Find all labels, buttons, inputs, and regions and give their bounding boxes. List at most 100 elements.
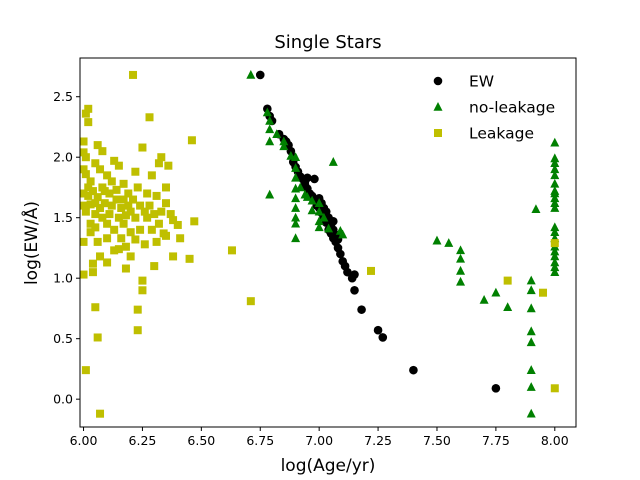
no-leakage-point: [479, 294, 489, 304]
leakage-point: [100, 187, 109, 196]
leakage-point: [185, 254, 194, 263]
leakage-point: [103, 171, 112, 180]
ew-point: [343, 267, 352, 277]
no-leakage-point: [314, 198, 324, 207]
leakage-point: [136, 201, 145, 210]
leakage-point: [112, 195, 121, 204]
leakage-point: [136, 225, 145, 234]
leakage-point: [121, 264, 130, 273]
x-tick-label: 7.00: [305, 433, 333, 448]
x-tick-label: 6.75: [246, 433, 274, 448]
ew-point: [373, 325, 383, 335]
no-leakage-point: [456, 253, 466, 263]
legend-marker-no-leakage: [433, 102, 443, 111]
leakage-point: [152, 237, 161, 246]
leakage-point: [79, 270, 88, 279]
leakage-point: [86, 219, 95, 228]
legend: EW no-leakage Leakage: [433, 73, 555, 143]
no-leakage-point: [295, 182, 305, 192]
ew-point: [350, 270, 359, 279]
x-tick-label: 6.50: [187, 433, 215, 448]
leakage-point: [147, 225, 156, 234]
leakage-point: [100, 199, 109, 208]
y-axis-ticks: 0.0 0.5 1.0 1.5 2.0 2.5: [53, 89, 80, 407]
leakage-point: [93, 237, 102, 246]
leakage-point: [114, 161, 123, 170]
leakage-point: [143, 213, 152, 222]
leakage-point: [129, 195, 138, 204]
ew-point: [310, 174, 319, 184]
plot-area: [80, 58, 576, 427]
no-leakage-point: [307, 195, 317, 205]
ew-point: [255, 70, 265, 80]
no-leakage-point: [291, 163, 301, 172]
leakage-point: [91, 303, 100, 312]
leakage-point: [131, 213, 140, 222]
legend-label-ew: EW: [469, 73, 494, 91]
leakage-point: [79, 137, 88, 146]
no-leakage-point: [279, 136, 289, 146]
leakage-point: [88, 268, 97, 277]
leakage-point: [126, 252, 135, 261]
no-leakage-point: [324, 223, 334, 233]
leakage-point: [133, 305, 142, 314]
no-leakage-point: [265, 124, 275, 134]
no-leakage-point: [291, 152, 301, 162]
no-leakage-point: [279, 141, 289, 151]
no-leakage-point: [550, 227, 560, 237]
leakage-point: [187, 136, 196, 145]
no-leakage-point: [526, 365, 536, 374]
no-leakage-point: [265, 115, 275, 125]
leakage-point: [88, 187, 97, 196]
x-tick-label: 6.00: [70, 433, 98, 448]
leakage-point: [157, 153, 166, 162]
leakage-point: [367, 266, 376, 275]
leakage-point: [138, 143, 147, 152]
ew-point: [336, 249, 345, 259]
no-leakage-point: [291, 203, 301, 212]
leakage-point: [162, 231, 171, 240]
leakage-point: [91, 210, 100, 219]
leakage-point: [86, 200, 95, 209]
leakage-point: [107, 201, 116, 210]
leakage-point: [81, 366, 90, 375]
no-leakage-point: [526, 408, 536, 418]
leakage-point: [138, 286, 147, 295]
ew-point: [350, 285, 359, 295]
leakage-point: [96, 409, 105, 418]
leakage-point: [79, 189, 88, 198]
no-leakage-point: [526, 303, 536, 313]
leakage-point: [79, 165, 88, 174]
leakage-point: [96, 204, 105, 213]
leakage-point: [126, 207, 135, 216]
data-points: [79, 69, 560, 418]
no-leakage-point: [550, 170, 560, 180]
leakage-point: [84, 104, 93, 113]
y-tick-label: 1.5: [53, 210, 73, 225]
leakage-point: [84, 183, 93, 192]
y-axis-label: log(EW/Å): [20, 201, 42, 285]
ew-point: [303, 173, 312, 183]
leakage-point: [81, 170, 90, 179]
leakage-point: [91, 223, 100, 232]
x-tick-label: 6.25: [129, 433, 157, 448]
leakage-point: [166, 210, 175, 219]
leakage-point: [93, 333, 102, 342]
leakage-point: [154, 219, 163, 228]
series-no-leakage: [246, 69, 560, 418]
leakage-point: [140, 207, 149, 216]
leakage-point: [154, 159, 163, 168]
leakage-point: [119, 179, 128, 188]
leakage-point: [81, 109, 90, 118]
no-leakage-point: [550, 153, 560, 163]
leakage-point: [150, 210, 159, 219]
leakage-point: [93, 193, 102, 202]
leakage-point: [227, 246, 236, 255]
no-leakage-point: [531, 204, 541, 214]
no-leakage-point: [550, 203, 560, 212]
x-tick-label: 7.25: [364, 433, 392, 448]
legend-marker-leakage: [434, 129, 442, 137]
leakage-point: [110, 156, 119, 165]
no-leakage-point: [432, 235, 442, 245]
leakage-point: [169, 216, 178, 225]
